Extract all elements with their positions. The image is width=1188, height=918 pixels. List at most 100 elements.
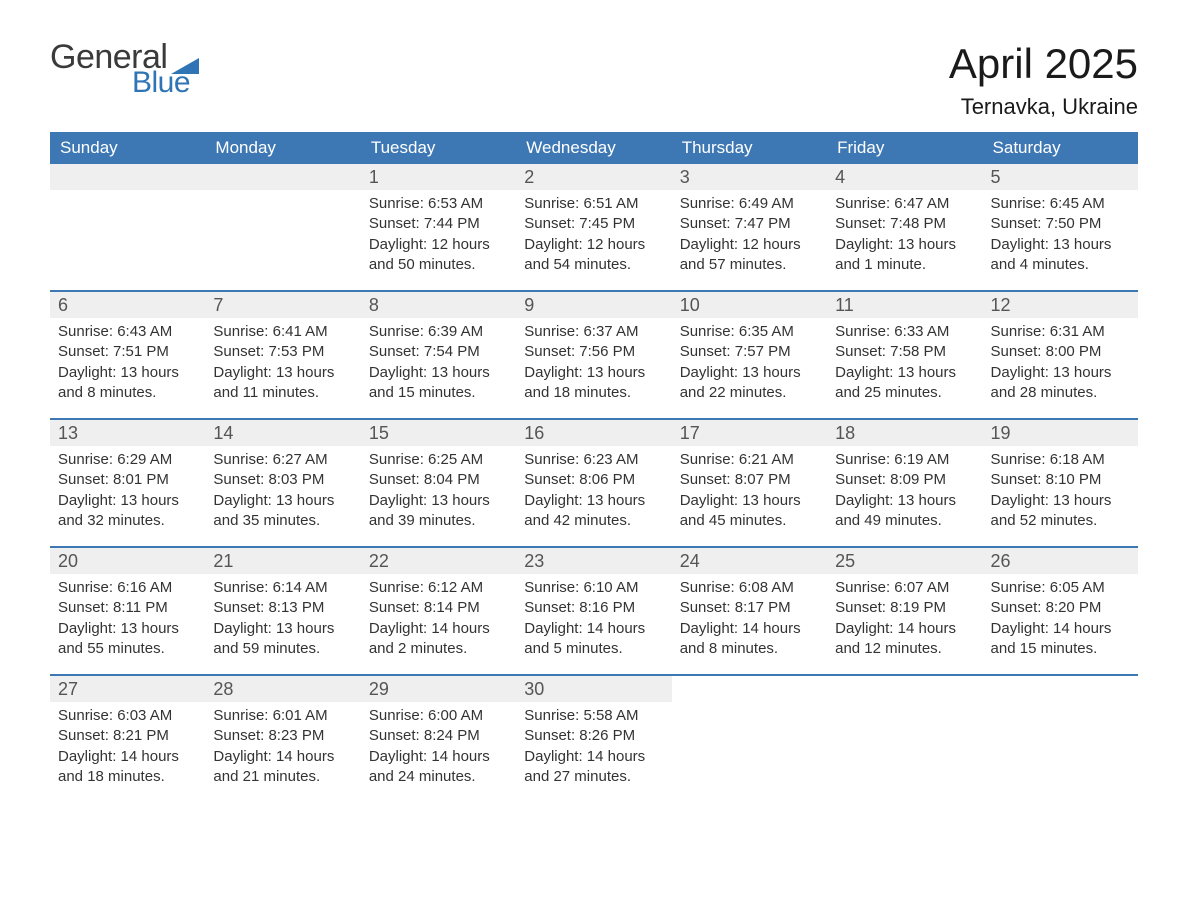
day-number: 17 [672, 420, 827, 446]
day2-text: and 2 minutes. [369, 639, 508, 659]
sunrise-text: Sunrise: 6:07 AM [835, 578, 974, 598]
day-cell: 22Sunrise: 6:12 AMSunset: 8:14 PMDayligh… [361, 548, 516, 674]
day-body [983, 702, 1138, 714]
sunrise-text: Sunrise: 6:45 AM [991, 194, 1130, 214]
sunrise-text: Sunrise: 6:29 AM [58, 450, 197, 470]
day1-text: Daylight: 14 hours [680, 619, 819, 639]
day1-text: Daylight: 13 hours [213, 363, 352, 383]
day-body: Sunrise: 6:21 AMSunset: 8:07 PMDaylight:… [672, 446, 827, 539]
day-body: Sunrise: 6:27 AMSunset: 8:03 PMDaylight:… [205, 446, 360, 539]
day2-text: and 8 minutes. [680, 639, 819, 659]
day-body: Sunrise: 6:29 AMSunset: 8:01 PMDaylight:… [50, 446, 205, 539]
weekday-header: Wednesday [516, 132, 671, 164]
day2-text: and 12 minutes. [835, 639, 974, 659]
day2-text: and 59 minutes. [213, 639, 352, 659]
day-cell: 28Sunrise: 6:01 AMSunset: 8:23 PMDayligh… [205, 676, 360, 802]
day1-text: Daylight: 13 hours [680, 363, 819, 383]
day1-text: Daylight: 13 hours [835, 491, 974, 511]
day-number: 23 [516, 548, 671, 574]
day-body: Sunrise: 6:08 AMSunset: 8:17 PMDaylight:… [672, 574, 827, 667]
day-number [983, 676, 1138, 702]
sunset-text: Sunset: 7:58 PM [835, 342, 974, 362]
day-number [827, 676, 982, 702]
week-row: 13Sunrise: 6:29 AMSunset: 8:01 PMDayligh… [50, 418, 1138, 546]
day-cell: 1Sunrise: 6:53 AMSunset: 7:44 PMDaylight… [361, 164, 516, 290]
day-number: 20 [50, 548, 205, 574]
sunrise-text: Sunrise: 6:05 AM [991, 578, 1130, 598]
weekday-header: Monday [205, 132, 360, 164]
day-body: Sunrise: 6:45 AMSunset: 7:50 PMDaylight:… [983, 190, 1138, 283]
day-number: 13 [50, 420, 205, 446]
sunset-text: Sunset: 8:00 PM [991, 342, 1130, 362]
day-cell: 27Sunrise: 6:03 AMSunset: 8:21 PMDayligh… [50, 676, 205, 802]
day-cell: 13Sunrise: 6:29 AMSunset: 8:01 PMDayligh… [50, 420, 205, 546]
day-body: Sunrise: 6:31 AMSunset: 8:00 PMDaylight:… [983, 318, 1138, 411]
sunset-text: Sunset: 8:14 PM [369, 598, 508, 618]
sunset-text: Sunset: 8:10 PM [991, 470, 1130, 490]
day-body: Sunrise: 6:03 AMSunset: 8:21 PMDaylight:… [50, 702, 205, 795]
sunrise-text: Sunrise: 6:23 AM [524, 450, 663, 470]
day-cell: 11Sunrise: 6:33 AMSunset: 7:58 PMDayligh… [827, 292, 982, 418]
sunset-text: Sunset: 8:01 PM [58, 470, 197, 490]
day2-text: and 1 minute. [835, 255, 974, 275]
sunset-text: Sunset: 7:50 PM [991, 214, 1130, 234]
day1-text: Daylight: 12 hours [369, 235, 508, 255]
day-number: 14 [205, 420, 360, 446]
day-body: Sunrise: 6:14 AMSunset: 8:13 PMDaylight:… [205, 574, 360, 667]
weekday-header-row: Sunday Monday Tuesday Wednesday Thursday… [50, 132, 1138, 164]
day-body: Sunrise: 6:23 AMSunset: 8:06 PMDaylight:… [516, 446, 671, 539]
day2-text: and 42 minutes. [524, 511, 663, 531]
week-row: 20Sunrise: 6:16 AMSunset: 8:11 PMDayligh… [50, 546, 1138, 674]
day-body: Sunrise: 6:41 AMSunset: 7:53 PMDaylight:… [205, 318, 360, 411]
day2-text: and 4 minutes. [991, 255, 1130, 275]
sunset-text: Sunset: 8:11 PM [58, 598, 197, 618]
sunrise-text: Sunrise: 6:25 AM [369, 450, 508, 470]
day2-text: and 24 minutes. [369, 767, 508, 787]
sunset-text: Sunset: 7:51 PM [58, 342, 197, 362]
day-cell: 17Sunrise: 6:21 AMSunset: 8:07 PMDayligh… [672, 420, 827, 546]
day-number: 24 [672, 548, 827, 574]
day-number: 10 [672, 292, 827, 318]
sunset-text: Sunset: 7:56 PM [524, 342, 663, 362]
sunset-text: Sunset: 8:17 PM [680, 598, 819, 618]
day-cell: 5Sunrise: 6:45 AMSunset: 7:50 PMDaylight… [983, 164, 1138, 290]
day-body: Sunrise: 6:33 AMSunset: 7:58 PMDaylight:… [827, 318, 982, 411]
day-number: 19 [983, 420, 1138, 446]
day-body: Sunrise: 6:16 AMSunset: 8:11 PMDaylight:… [50, 574, 205, 667]
day-number: 27 [50, 676, 205, 702]
day1-text: Daylight: 13 hours [991, 491, 1130, 511]
day-number: 22 [361, 548, 516, 574]
day1-text: Daylight: 13 hours [991, 363, 1130, 383]
day-cell: 16Sunrise: 6:23 AMSunset: 8:06 PMDayligh… [516, 420, 671, 546]
sunrise-text: Sunrise: 6:31 AM [991, 322, 1130, 342]
day-body [205, 190, 360, 202]
day-cell: 25Sunrise: 6:07 AMSunset: 8:19 PMDayligh… [827, 548, 982, 674]
day1-text: Daylight: 13 hours [58, 619, 197, 639]
sunrise-text: Sunrise: 6:08 AM [680, 578, 819, 598]
sunset-text: Sunset: 7:45 PM [524, 214, 663, 234]
day-number: 8 [361, 292, 516, 318]
sunrise-text: Sunrise: 6:53 AM [369, 194, 508, 214]
day2-text: and 21 minutes. [213, 767, 352, 787]
sunrise-text: Sunrise: 6:39 AM [369, 322, 508, 342]
weekday-header: Sunday [50, 132, 205, 164]
sunset-text: Sunset: 8:09 PM [835, 470, 974, 490]
logo: General Blue [50, 40, 199, 98]
sunset-text: Sunset: 7:53 PM [213, 342, 352, 362]
day-body: Sunrise: 6:49 AMSunset: 7:47 PMDaylight:… [672, 190, 827, 283]
day1-text: Daylight: 13 hours [991, 235, 1130, 255]
month-title: April 2025 [949, 40, 1138, 88]
day-cell [672, 676, 827, 802]
day-cell: 26Sunrise: 6:05 AMSunset: 8:20 PMDayligh… [983, 548, 1138, 674]
day1-text: Daylight: 12 hours [524, 235, 663, 255]
day-cell [205, 164, 360, 290]
day2-text: and 35 minutes. [213, 511, 352, 531]
weekday-header: Tuesday [361, 132, 516, 164]
day-number: 11 [827, 292, 982, 318]
sunset-text: Sunset: 8:07 PM [680, 470, 819, 490]
sunset-text: Sunset: 8:03 PM [213, 470, 352, 490]
day-cell: 21Sunrise: 6:14 AMSunset: 8:13 PMDayligh… [205, 548, 360, 674]
day1-text: Daylight: 14 hours [524, 619, 663, 639]
day-cell: 19Sunrise: 6:18 AMSunset: 8:10 PMDayligh… [983, 420, 1138, 546]
sunrise-text: Sunrise: 6:03 AM [58, 706, 197, 726]
